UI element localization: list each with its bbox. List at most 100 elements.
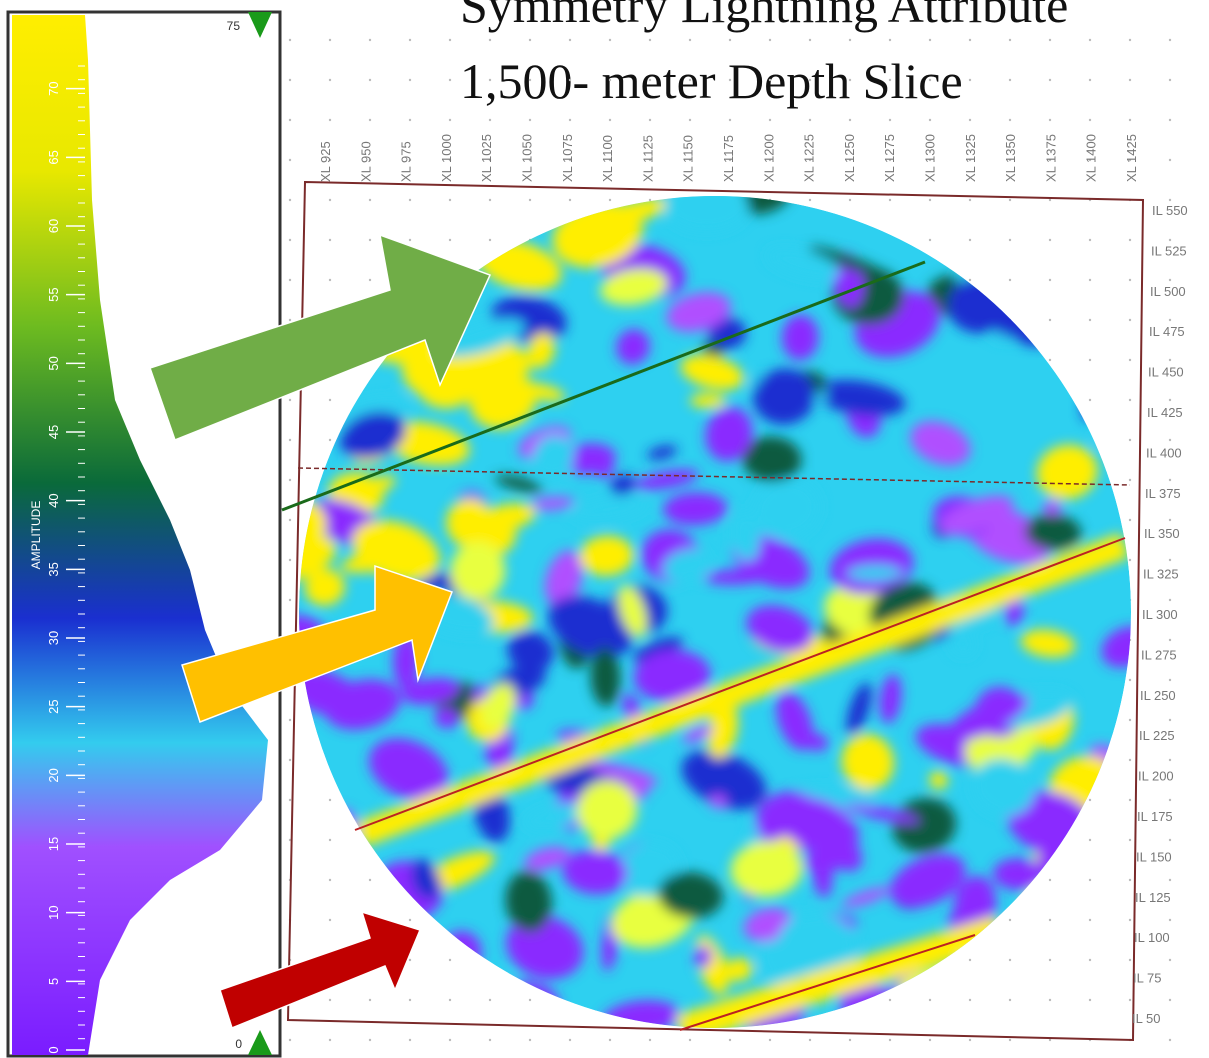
grid-dot [289,79,291,81]
texture [311,804,333,836]
grid-dot [409,79,411,81]
grid-dot [969,999,971,1001]
grid-dot [1169,999,1171,1001]
grid-dot [1049,239,1051,241]
texture [1065,911,1141,959]
grid-dot [289,399,291,401]
il-label: IL 350 [1144,526,1180,541]
texture [950,241,1033,263]
grid-dot [849,39,851,41]
grid-dot [489,79,491,81]
grid-dot [1049,39,1051,41]
il-label: IL 550 [1152,203,1188,218]
grid-dot [369,239,371,241]
texture [989,922,1032,969]
xl-label: XL 925 [318,141,333,182]
grid-dot [729,79,731,81]
grid-dot [1089,119,1091,121]
grid-dot [1129,679,1131,681]
il-label: IL 100 [1134,930,1170,945]
grid-dot [1169,399,1171,401]
xl-label: XL 1100 [600,135,615,182]
grid-dot [1129,399,1131,401]
texture [350,1008,380,1046]
grid-dot [449,79,451,81]
texture [986,272,1071,311]
grid-dot [1129,959,1131,961]
grid-dot [929,39,931,41]
grid-dot [649,1039,651,1041]
grid-dot [1169,639,1171,641]
grid-dot [689,1039,691,1041]
title: Symmetry Lightning Attribute [460,0,1068,33]
grid-dot [689,79,691,81]
grid-dot [809,199,811,201]
grid-dot [1009,1039,1011,1041]
grid-dot [1169,239,1171,241]
grid-dot [1129,759,1131,761]
grid-dot [1169,599,1171,601]
grid-dot [489,119,491,121]
grid-dot [1009,199,1011,201]
grid-dot [449,959,451,961]
grid-dot [289,559,291,561]
grid-dot [409,239,411,241]
grid-dot [1169,799,1171,801]
grid-dot [1089,839,1091,841]
xl-label: XL 1300 [923,134,938,182]
colorbar-tick-label: 40 [46,493,61,507]
xl-label: XL 1025 [479,134,494,182]
grid-dot [329,999,331,1001]
colorbar-tick-label: 30 [46,631,61,645]
grid-dot [489,999,491,1001]
colorbar-tick-label: 55 [46,287,61,301]
grid-dot [289,719,291,721]
colorbar-tick-label: 45 [46,425,61,439]
grid-dot [569,1039,571,1041]
grid-dot [289,519,291,521]
grid-dot [329,279,331,281]
grid-dot [1089,879,1091,881]
grid-dot [329,1039,331,1041]
grid-dot [569,119,571,121]
xl-label: XL 975 [399,141,414,182]
grid-dot [1169,1039,1171,1041]
il-label: IL 300 [1142,607,1178,622]
grid-dot [1089,79,1091,81]
il-label: IL 475 [1149,324,1185,339]
grid-dot [1169,839,1171,841]
grid-dot [1129,119,1131,121]
colorbar-tick-label: 10 [46,905,61,919]
colorbar-tick-label: 15 [46,837,61,851]
grid-dot [1169,439,1171,441]
grid-dot [1169,359,1171,361]
grid-dot [1129,279,1131,281]
grid-dot [769,1039,771,1041]
il-label: IL 50 [1132,1011,1160,1026]
grid-dot [1089,999,1091,1001]
grid-dot [1089,319,1091,321]
texture [1048,181,1082,245]
grid-dot [529,999,531,1001]
grid-dot [1169,559,1171,561]
grid-dot [1049,879,1051,881]
grid-dot [489,199,491,201]
grid-dot [489,39,491,41]
grid-dot [889,999,891,1001]
grid-dot [409,999,411,1001]
il-label: IL 175 [1137,809,1173,824]
grid-dot [529,39,531,41]
xl-label: XL 1200 [761,134,776,182]
grid-dot [1169,879,1171,881]
grid-dot [329,399,331,401]
grid-dot [1049,959,1051,961]
grid-dot [1009,39,1011,41]
grid-dot [329,879,331,881]
grid-dot [849,119,851,121]
grid-dot [649,79,651,81]
texture [1050,996,1094,1058]
grid-dot [289,439,291,441]
grid-dot [1089,239,1091,241]
grid-dot [1009,79,1011,81]
colorbar-tick-label: 70 [46,81,61,95]
